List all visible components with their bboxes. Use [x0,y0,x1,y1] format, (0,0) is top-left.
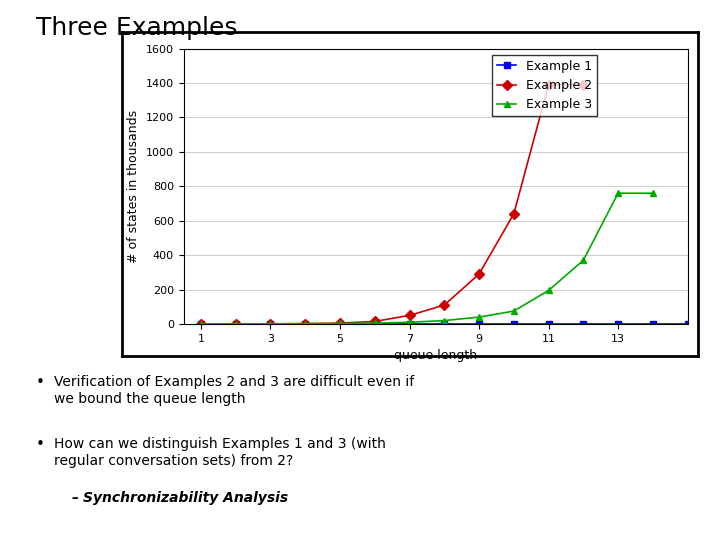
Legend: Example 1, Example 2, Example 3: Example 1, Example 2, Example 3 [492,55,597,116]
Example 2 [579,82,588,88]
Example 2 [474,271,483,278]
Example 1 [197,321,205,327]
Example 1 [579,321,588,327]
Text: Synchronizability Analysis: Synchronizability Analysis [83,491,288,505]
Example 1 [683,321,692,327]
Example 3 [544,287,553,294]
Example 2 [544,82,553,88]
Line: Example 2: Example 2 [197,82,587,327]
Example 1 [266,321,275,327]
Example 1 [301,321,310,327]
Example 2 [371,318,379,325]
Example 3 [197,321,205,327]
X-axis label: queue length: queue length [394,349,477,362]
Example 1 [371,321,379,327]
Example 3 [371,320,379,326]
Example 2 [405,312,414,319]
Example 1 [336,321,344,327]
Example 3 [510,308,518,314]
Example 1 [474,321,483,327]
Example 1 [649,321,657,327]
Line: Example 3: Example 3 [197,190,657,327]
Line: Example 1: Example 1 [197,320,691,327]
Example 2 [266,321,275,327]
Example 3 [301,320,310,327]
Example 3 [613,190,622,197]
Example 3 [440,318,449,324]
Example 2 [197,321,205,327]
Text: •: • [36,437,45,453]
Example 2 [231,321,240,327]
Y-axis label: # of states in thousands: # of states in thousands [127,110,140,263]
Example 3 [405,319,414,326]
Text: •: • [36,375,45,390]
Text: How can we distinguish Examples 1 and 3 (with
regular conversation sets) from 2?: How can we distinguish Examples 1 and 3 … [54,437,386,468]
Example 2 [510,211,518,217]
Example 1 [544,321,553,327]
Example 3 [231,321,240,327]
Example 3 [266,321,275,327]
Example 2 [440,302,449,308]
Example 1 [231,321,240,327]
Example 1 [440,321,449,327]
Example 3 [579,257,588,264]
Example 3 [474,314,483,320]
Example 3 [336,320,344,327]
Text: Verification of Examples 2 and 3 are difficult even if
we bound the queue length: Verification of Examples 2 and 3 are dif… [54,375,414,406]
Example 1 [613,321,622,327]
Text: –: – [72,491,84,505]
Example 1 [510,321,518,327]
Example 2 [301,320,310,327]
Example 1 [405,321,414,327]
Text: Three Examples: Three Examples [36,16,238,40]
Example 3 [649,190,657,197]
Example 2 [336,320,344,326]
